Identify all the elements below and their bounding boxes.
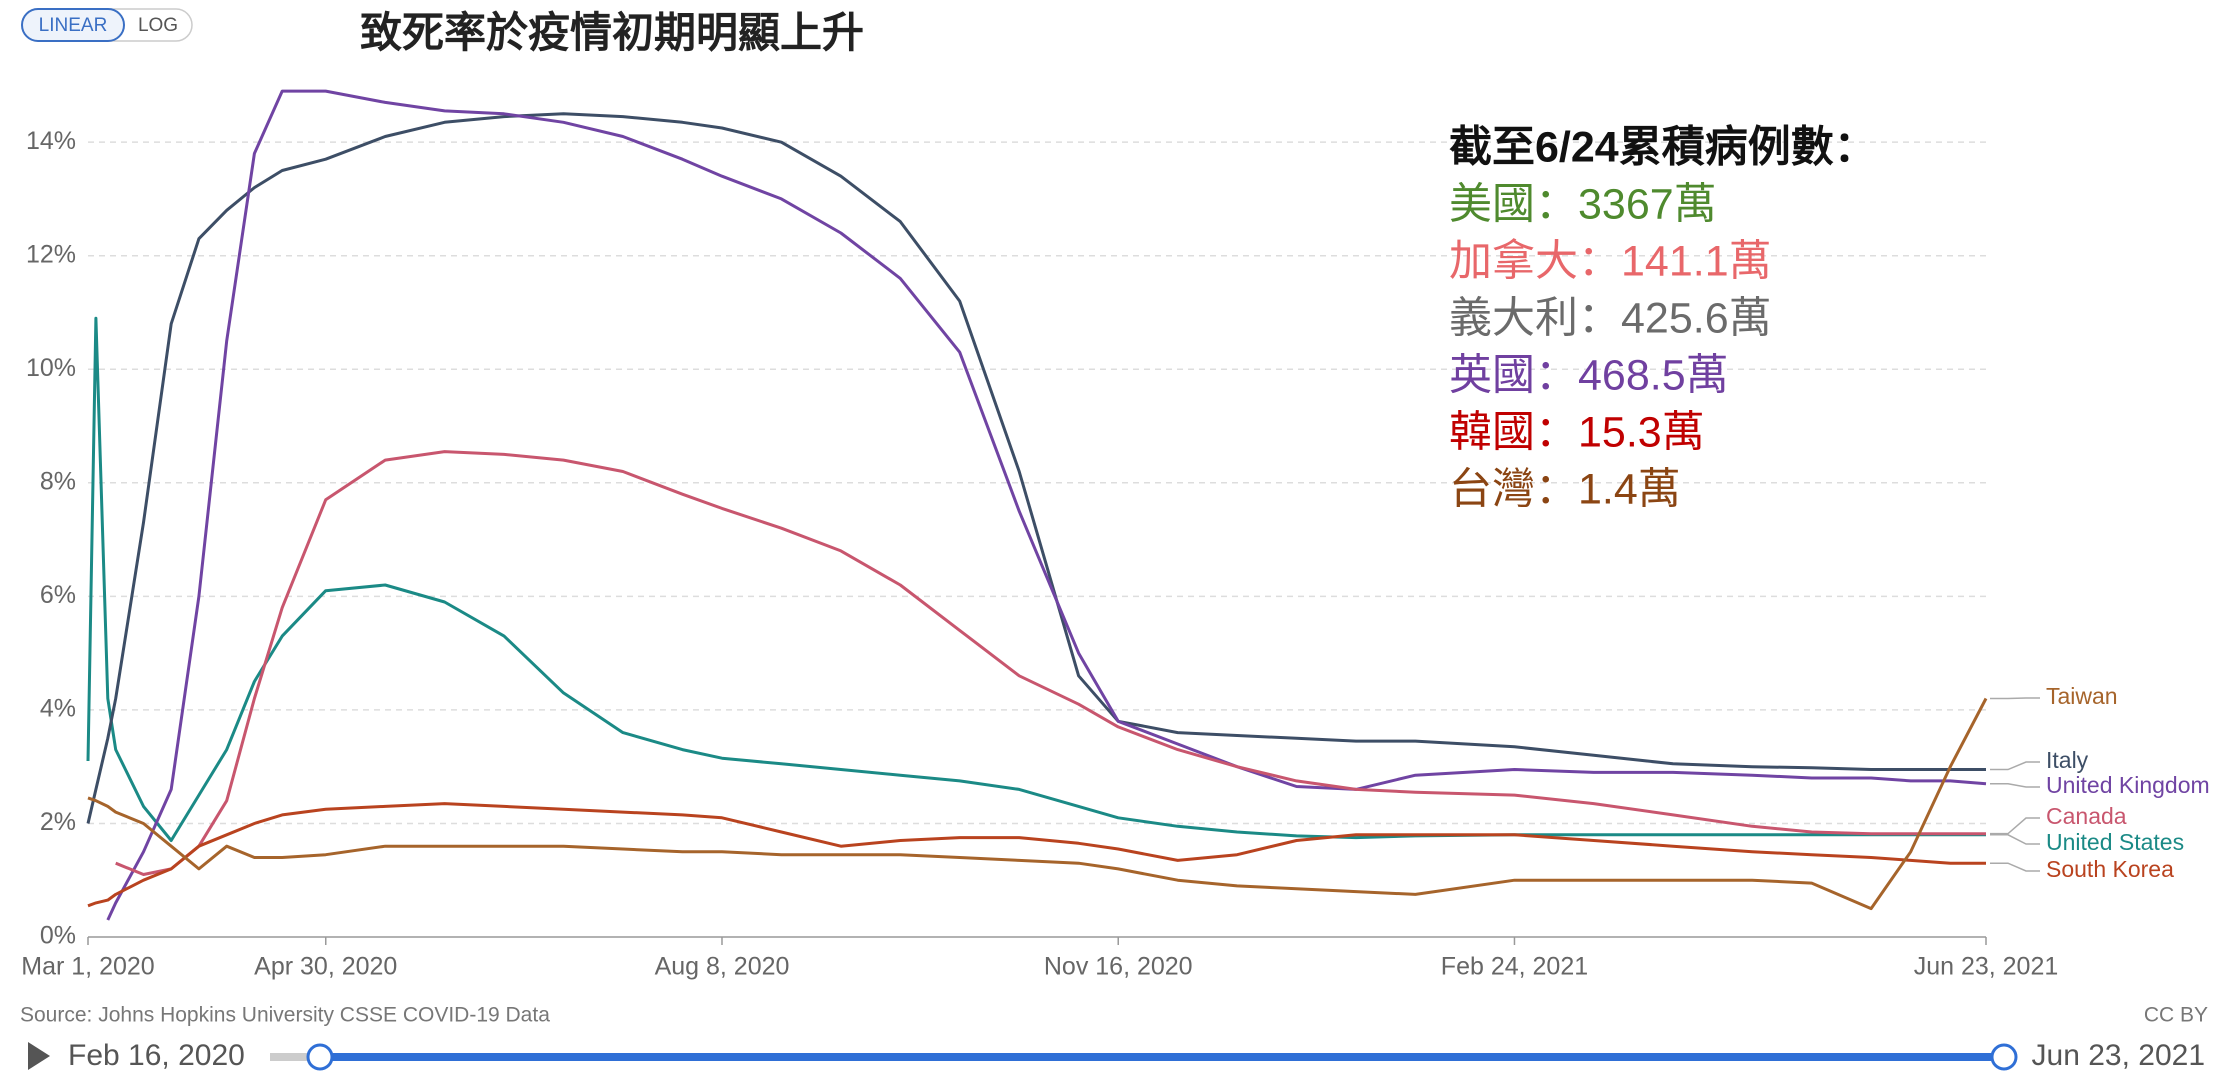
legend-label: United Kingdom [2046,772,2210,798]
log-label[interactable]: LOG [138,15,178,36]
series-line [87,802,1986,908]
series-line [86,316,1986,842]
annotation-line: 英國：468.5萬 [1449,351,1729,399]
legend-label: Taiwan [2046,683,2118,709]
annotation-line: 截至6/24累積病例數： [1449,123,1877,171]
annotation-line: 加拿大：141.1萬 [1449,237,1772,285]
series-line [87,697,1988,911]
chart-title: 致死率於疫情初期明顯上升 [360,9,864,56]
slider-handle[interactable] [1990,1043,2018,1071]
license: CC BY [2144,1004,2208,1027]
y-tick-label: 14% [26,127,76,155]
x-tick-label: Aug 8, 2020 [655,953,790,981]
y-tick-label: 10% [26,354,76,382]
legend-connector [1990,761,2040,771]
x-tick-label: Jun 23, 2021 [1914,953,2059,981]
legend-connector [1990,697,2040,700]
legend-connector [1990,817,2040,835]
linear-label[interactable]: LINEAR [39,15,108,36]
timeline-end: Jun 23, 2021 [2032,1039,2205,1072]
y-tick-label: 12% [26,240,76,268]
x-tick-label: Nov 16, 2020 [1044,953,1193,981]
y-tick-label: 0% [40,922,76,950]
linear-button[interactable] [21,8,125,42]
annotation-line: 台灣：1.4萬 [1449,465,1681,513]
y-tick-label: 6% [40,581,76,609]
play-button[interactable] [28,1042,50,1070]
legend-connector [1990,782,2040,788]
y-tick-label: 4% [40,695,76,723]
legend-label: United States [2046,829,2184,855]
annotation-line: 義大利：425.6萬 [1449,294,1772,342]
legend-label: South Korea [2046,856,2174,882]
y-tick-label: 2% [40,808,76,836]
annotation-line: 美國：3367萬 [1449,180,1717,228]
x-tick-label: Mar 1, 2020 [21,953,154,981]
source: Source: Johns Hopkins University CSSE CO… [20,1004,550,1027]
x-tick-label: Apr 30, 2020 [254,953,397,981]
scale-toggle: LINEAR LOG [21,8,193,42]
timeline-start: Feb 16, 2020 [68,1039,245,1072]
legend-label: Italy [2046,747,2089,773]
legend-connector [1990,834,2040,845]
series-line [115,450,1986,876]
slider-handle[interactable] [306,1043,334,1071]
annotation-line: 韓國：15.3萬 [1449,408,1705,456]
legend-connector [1990,862,2040,872]
timeline: Feb 16, 2020 Jun 23, 2021 [28,1039,2205,1072]
series-line [86,112,1986,824]
y-tick-label: 8% [40,467,76,495]
legend-label: Canada [2046,803,2127,829]
x-tick-label: Feb 24, 2021 [1441,953,1588,981]
series-line [106,89,1987,921]
